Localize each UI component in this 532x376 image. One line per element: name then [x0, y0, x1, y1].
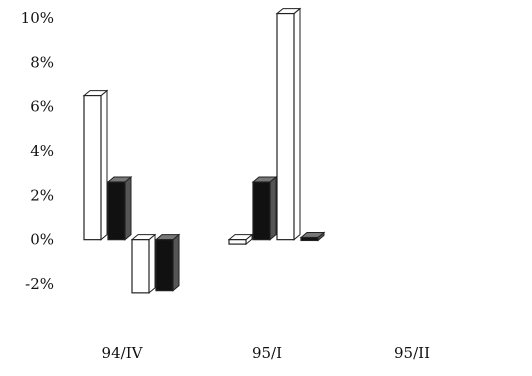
bars — [82, 7, 326, 294]
y-tick-label: 0% — [30, 231, 54, 249]
bar-94-IV-series-4 — [154, 233, 181, 292]
bar-95-I-series-3 — [275, 7, 302, 241]
y-axis-tick-labels: 10% 8% 6% 4% 2% 0% -2% — [21, 9, 54, 293]
x-tick-label: 95/I — [252, 344, 282, 362]
bar-95-I-series-2 — [251, 175, 278, 241]
y-tick-label: 6% — [30, 98, 54, 116]
bar-94-IV-series-3 — [130, 233, 157, 294]
y-tick-label: 2% — [30, 186, 54, 204]
x-tick-label: 95/II — [394, 344, 430, 362]
y-tick-label: -2% — [25, 275, 54, 293]
y-tick-label: 4% — [30, 142, 54, 160]
x-tick-label: 94/IV — [102, 344, 144, 362]
bar-94-IV-series-1 — [82, 89, 109, 241]
bar-95-I-series-1 — [227, 233, 254, 246]
y-tick-label: 10% — [21, 9, 54, 27]
y-tick-label: 8% — [30, 53, 54, 71]
bar-94-IV-series-2 — [106, 175, 133, 241]
bar-95-I-series-4 — [299, 231, 326, 242]
